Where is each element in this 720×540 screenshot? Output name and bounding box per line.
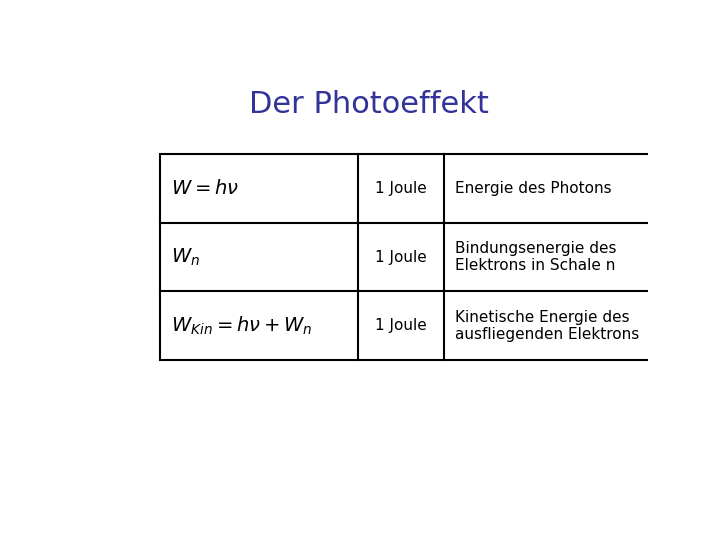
Text: Bindungsenergie des
Elektrons in Schale n: Bindungsenergie des Elektrons in Schale … — [456, 241, 617, 273]
Text: Kinetische Energie des
ausfliegenden Elektrons: Kinetische Energie des ausfliegenden Ele… — [456, 309, 640, 342]
Text: 1 Joule: 1 Joule — [375, 249, 427, 265]
Text: $W_n$: $W_n$ — [171, 246, 200, 268]
Text: $W = h\nu$: $W = h\nu$ — [171, 179, 239, 198]
Text: $W_{Kin} = h\nu + W_n$: $W_{Kin} = h\nu + W_n$ — [171, 315, 312, 337]
Bar — [160, 154, 657, 360]
Text: Der Photoeffekt: Der Photoeffekt — [249, 90, 489, 119]
Text: 1 Joule: 1 Joule — [375, 181, 427, 196]
Text: 1 Joule: 1 Joule — [375, 318, 427, 333]
Text: Energie des Photons: Energie des Photons — [456, 181, 612, 196]
